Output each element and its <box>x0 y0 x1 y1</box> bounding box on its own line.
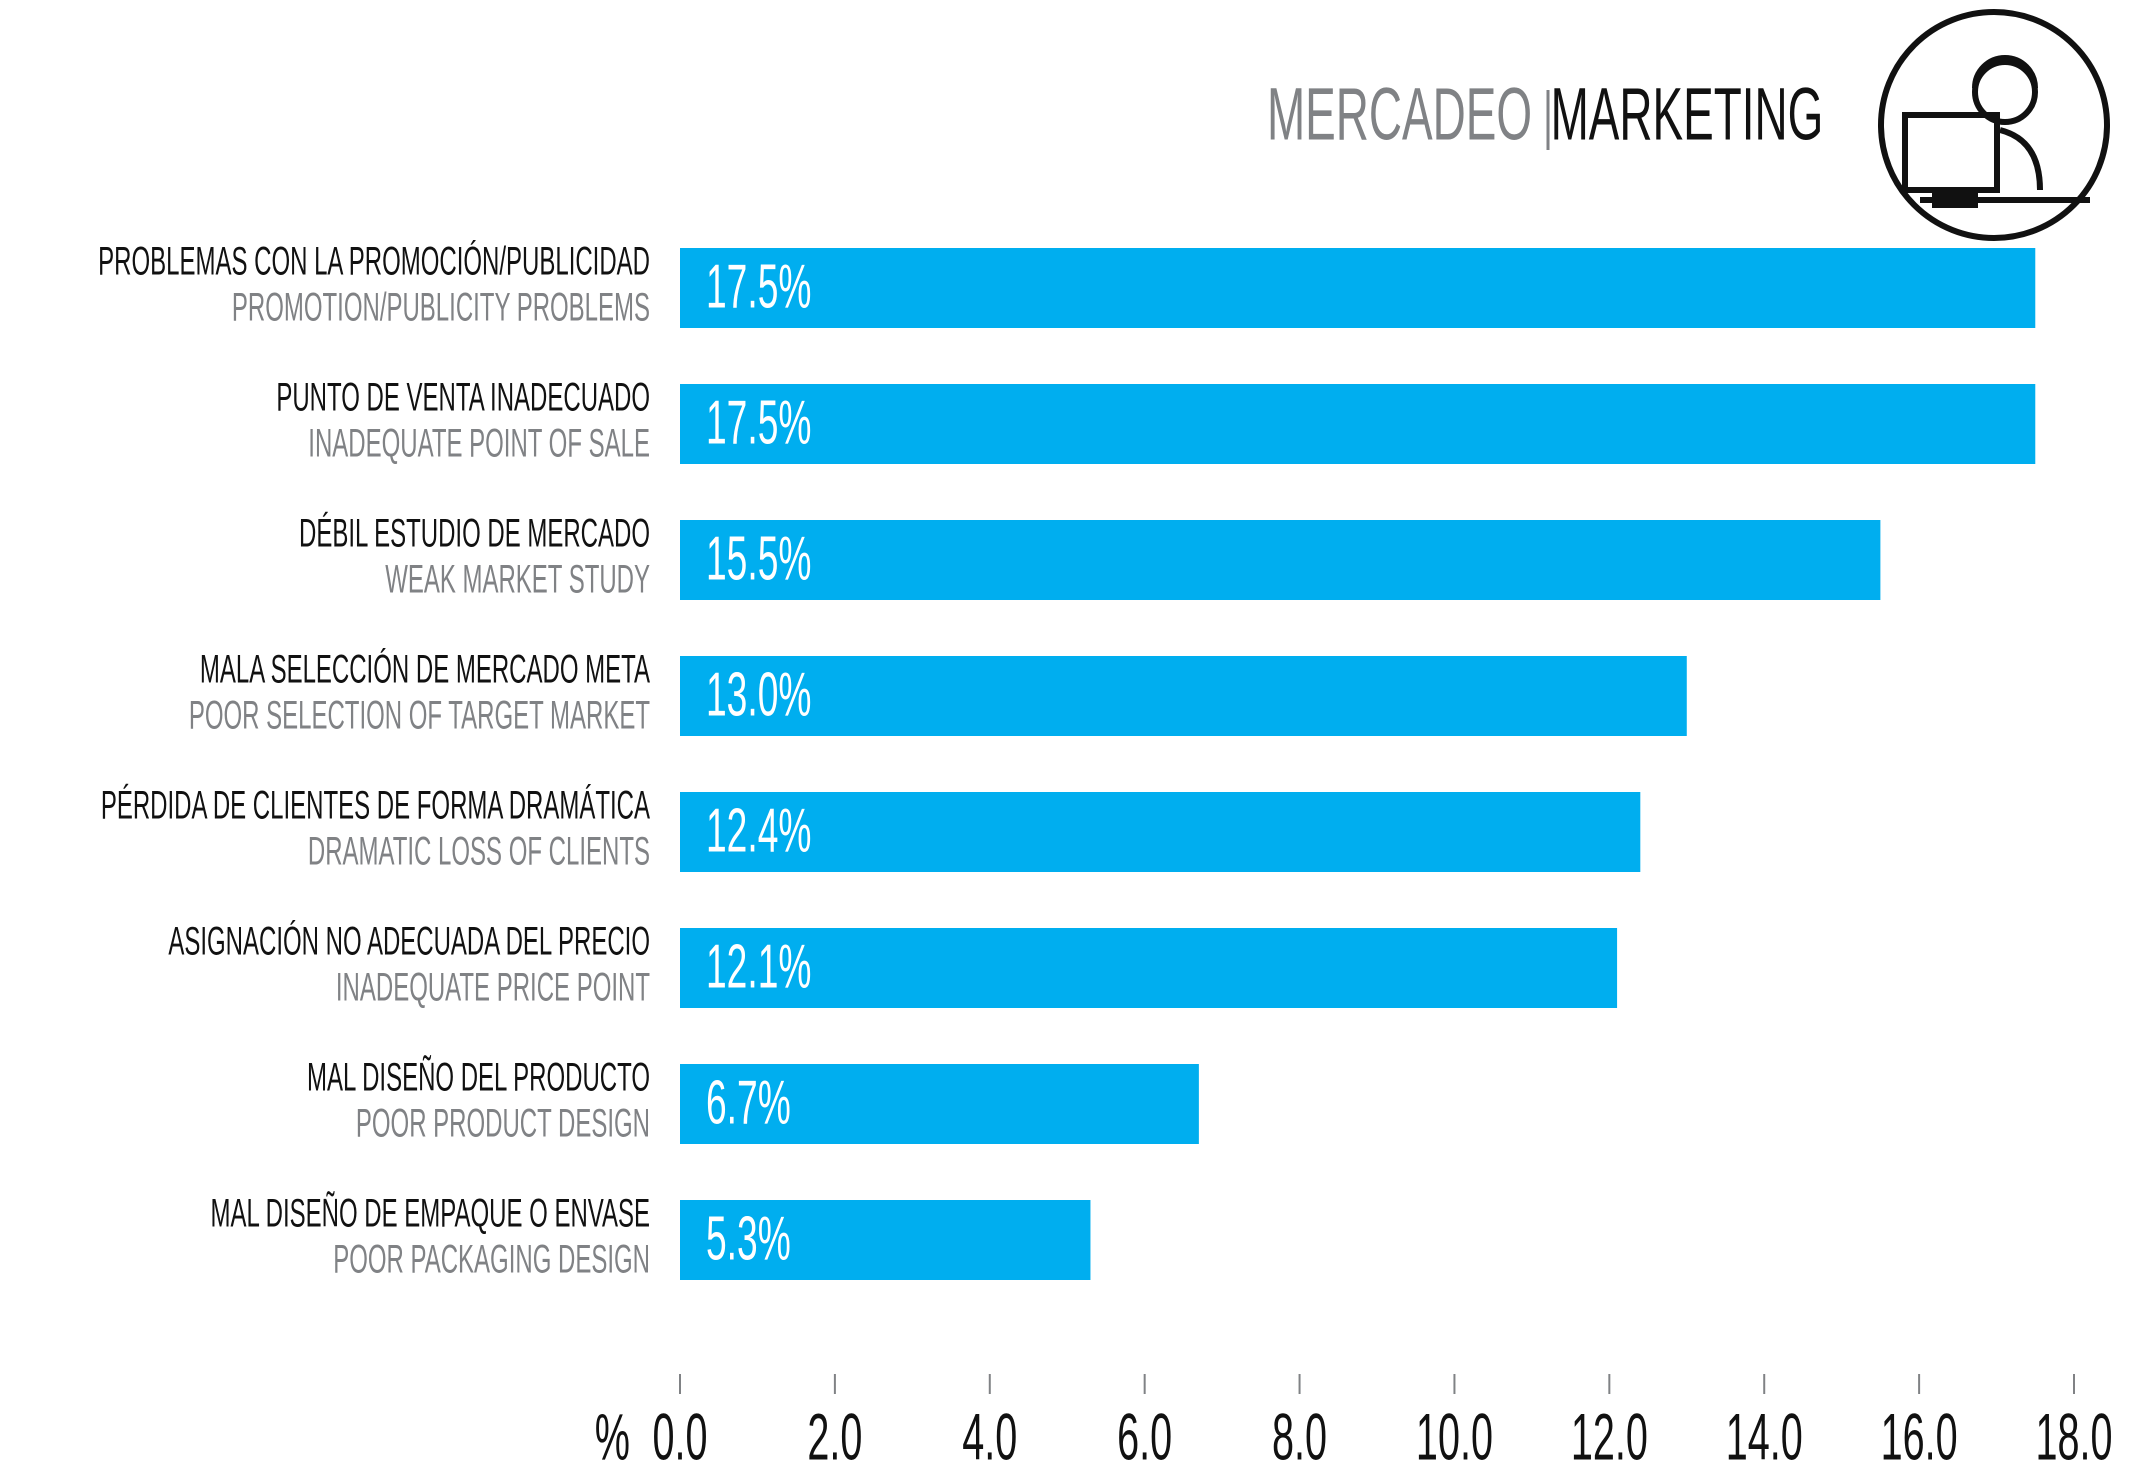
value-label: 12.1% <box>706 932 811 1001</box>
value-label-group: 12.1% <box>706 932 811 1001</box>
category-translation: INADEQUATE POINT OF SALE <box>308 420 650 465</box>
x-tick-label: 0.0 <box>652 1400 707 1469</box>
value-label-group: 17.5% <box>706 388 811 457</box>
value-label-group: 17.5% <box>706 252 811 321</box>
category-label: MAL DISEÑO DE EMPAQUE O ENVASE <box>211 1190 650 1235</box>
x-tick-label: 14.0 <box>1726 1400 1803 1469</box>
bar <box>680 248 2036 328</box>
bar <box>680 1200 1091 1280</box>
x-tick-label: 18.0 <box>2035 1400 2112 1469</box>
category-label: DÉBIL ESTUDIO DE MERCADO <box>299 510 650 555</box>
category-label-group: PROBLEMAS CON LA PROMOCIÓN/PUBLICIDADPRO… <box>98 238 650 329</box>
value-label: 15.5% <box>706 524 811 593</box>
bar <box>680 928 1618 1008</box>
value-label: 17.5% <box>706 388 811 457</box>
value-label: 17.5% <box>706 252 811 321</box>
bar <box>680 792 1641 872</box>
bar <box>680 384 2036 464</box>
value-label: 6.7% <box>706 1068 791 1137</box>
x-tick-label: 8.0 <box>1272 1400 1327 1469</box>
value-label-group: 13.0% <box>706 660 811 729</box>
x-tick-label: 2.0 <box>807 1400 862 1469</box>
value-label-group: 5.3% <box>706 1204 791 1273</box>
x-tick-label-group: 8.0 <box>1272 1400 1327 1469</box>
bar <box>680 1064 1199 1144</box>
category-translation: DRAMATIC LOSS OF CLIENTS <box>308 828 650 873</box>
category-translation: WEAK MARKET STUDY <box>385 556 650 601</box>
title-group: MERCADEO MARKETING <box>1267 73 1823 156</box>
x-unit-label: % <box>595 1400 630 1469</box>
category-translation: PROMOTION/PUBLICITY PROBLEMS <box>232 284 650 329</box>
value-label: 12.4% <box>706 796 811 865</box>
x-tick-label-group: 2.0 <box>807 1400 862 1469</box>
x-tick-label: 16.0 <box>1881 1400 1958 1469</box>
category-label: PROBLEMAS CON LA PROMOCIÓN/PUBLICIDAD <box>98 238 650 283</box>
value-label-group: 15.5% <box>706 524 811 593</box>
value-label-group: 12.4% <box>706 796 811 865</box>
category-label: MALA SELECCIÓN DE MERCADO META <box>200 646 650 691</box>
x-tick-label-group: 6.0 <box>1117 1400 1172 1469</box>
category-label: MAL DISEÑO DEL PRODUCTO <box>307 1054 650 1099</box>
value-label: 5.3% <box>706 1204 791 1273</box>
category-label-group: PÉRDIDA DE CLIENTES DE FORMA DRAMÁTICADR… <box>101 782 650 873</box>
x-tick-label: 6.0 <box>1117 1400 1172 1469</box>
x-tick-label-group: 10.0 <box>1416 1400 1493 1469</box>
value-label-group: 6.7% <box>706 1068 791 1137</box>
chart-title-translation: MARKETING <box>1551 73 1824 156</box>
category-translation: POOR SELECTION OF TARGET MARKET <box>189 692 650 737</box>
x-tick-label: 12.0 <box>1571 1400 1648 1469</box>
bar <box>680 656 1687 736</box>
bar <box>680 520 1881 600</box>
x-unit-group: % <box>595 1400 630 1469</box>
value-label: 13.0% <box>706 660 811 729</box>
x-tick-label-group: 18.0 <box>2035 1400 2112 1469</box>
x-tick-label-group: 16.0 <box>1881 1400 1958 1469</box>
x-tick-label-group: 0.0 <box>652 1400 707 1469</box>
category-translation: POOR PRODUCT DESIGN <box>356 1100 650 1145</box>
category-translation: POOR PACKAGING DESIGN <box>333 1236 650 1281</box>
category-label-group: ASIGNACIÓN NO ADECUADA DEL PRECIOINADEQU… <box>168 918 650 1009</box>
icon <box>1878 9 2110 241</box>
x-tick-label-group: 12.0 <box>1571 1400 1648 1469</box>
x-tick-label-group: 14.0 <box>1726 1400 1803 1469</box>
category-label: PÉRDIDA DE CLIENTES DE FORMA DRAMÁTICA <box>101 782 650 827</box>
category-label: PUNTO DE VENTA INADECUADO <box>276 374 650 419</box>
x-tick-label-group: 4.0 <box>962 1400 1017 1469</box>
x-tick-label: 10.0 <box>1416 1400 1493 1469</box>
chart-title: MERCADEO <box>1267 73 1532 156</box>
category-translation: INADEQUATE PRICE POINT <box>336 964 650 1009</box>
category-label: ASIGNACIÓN NO ADECUADA DEL PRECIO <box>168 918 650 963</box>
x-tick-label: 4.0 <box>962 1400 1017 1469</box>
